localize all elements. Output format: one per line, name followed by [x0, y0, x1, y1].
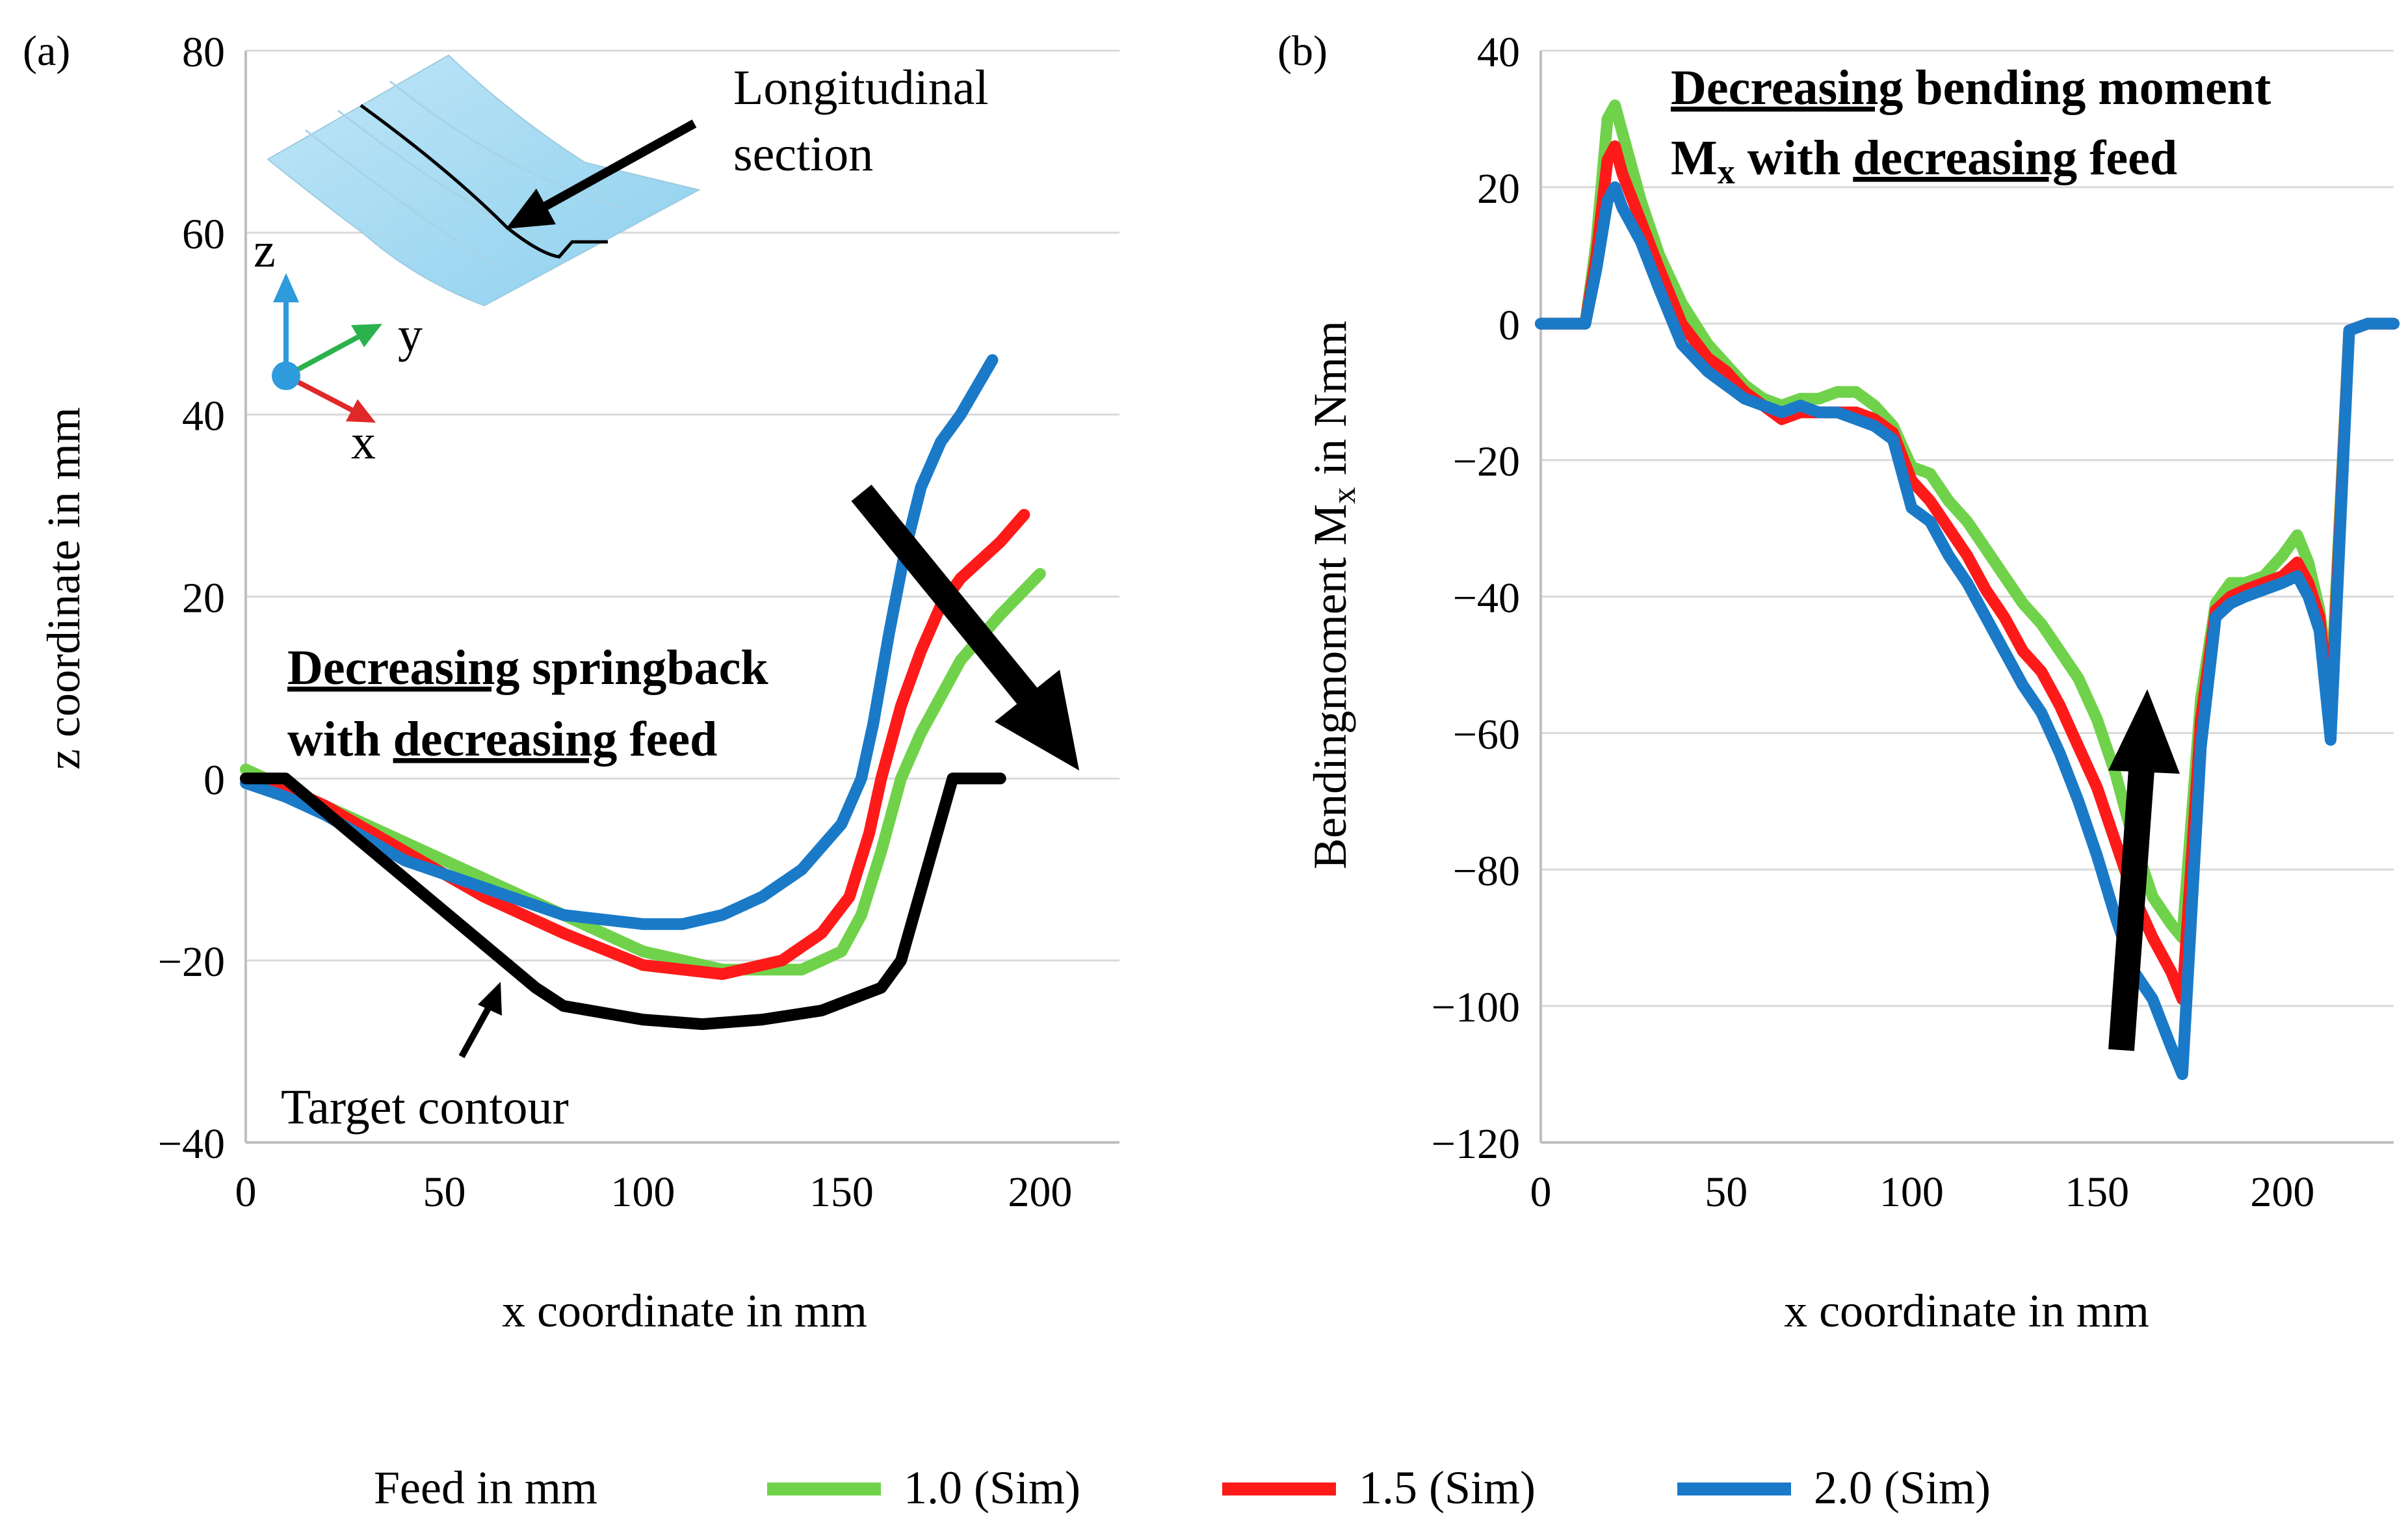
x-tick-label: 100 [1879, 1168, 1944, 1216]
y-tick-label: 20 [1477, 165, 1520, 213]
target-contour-label: Target contour [281, 1080, 569, 1135]
chart-panel-b: −120 −100 −80 −60 −40 −20 0 20 40 0 50 100 150 200 (b… [1277, 27, 2400, 1337]
x-tick-label: 50 [423, 1168, 465, 1216]
y-tick-label: 80 [182, 29, 225, 76]
trend-arrow-head [2108, 689, 2180, 774]
y-axis-title-a: z coordinate in mm [38, 407, 90, 770]
panel-tag-a: (a) [23, 27, 70, 75]
y-tick-label: −80 [1453, 847, 1520, 895]
x-tick-label: 50 [1705, 1168, 1747, 1216]
x-tick-label: 200 [1008, 1168, 1072, 1216]
inset-label-line1: Longitudinal [733, 60, 989, 115]
springback-trend-arrow [851, 484, 1079, 771]
triad-label-z: z [254, 223, 276, 278]
legend-label: 2.0 (Sim) [1814, 1462, 1991, 1514]
y-tick-label: 0 [203, 756, 225, 804]
y-tick-label: 20 [182, 575, 225, 622]
legend-label: 1.5 (Sim) [1359, 1462, 1536, 1514]
sheet-grid-line [337, 109, 553, 248]
y-tick-label: 60 [182, 211, 225, 258]
sheet-surface [267, 54, 701, 307]
legend-entries: 1.0 (Sim) 1.5 (Sim) 2.0 (Sim) [767, 1462, 1991, 1514]
tick-labels-a: −40 −20 0 20 40 60 80 0 50 100 150 200 [158, 29, 1073, 1216]
axes-a [244, 51, 1119, 1144]
springback-annotation-line1: Decreasing springback [287, 640, 768, 695]
moment-annotation-line2: Mx with decreasing feed [1671, 131, 2177, 191]
triad-label-x: x [351, 415, 376, 469]
panel-tag-b: (b) [1277, 27, 1328, 75]
trend-arrow-shaft [851, 484, 1045, 714]
moment-annotation-line1: Decreasing bending moment [1671, 60, 2271, 115]
x-axis-title-b: x coordinate in mm [1784, 1285, 2149, 1337]
legend: Feed in mm 1.0 (Sim) 1.5 (Sim) 2.0 (Sim) [374, 1462, 1991, 1514]
y-tick-label: 40 [182, 393, 225, 440]
x-tick-label: 0 [235, 1168, 257, 1216]
inset-sheet-illustration [267, 54, 701, 307]
triad-label-y: y [398, 308, 423, 362]
y-axis-title-b: Bendingmoment Mx in Nmm [1304, 321, 1363, 869]
series-line-target-contour [240, 772, 1006, 1031]
series-b [1535, 99, 2400, 1081]
sheet-grid-line [389, 80, 625, 209]
x-tick-label: 150 [809, 1168, 874, 1216]
x-axis-arrowhead [346, 399, 376, 423]
y-tick-label: −40 [158, 1120, 225, 1168]
y-tick-label: −20 [158, 938, 225, 986]
coordinate-triad [272, 273, 382, 423]
axes-b [1539, 51, 2394, 1144]
longitudinal-section-line [360, 103, 608, 259]
inset-label-line2: section [733, 127, 873, 181]
x-axis-title-a: x coordinate in mm [502, 1285, 867, 1337]
x-tick-label: 200 [2250, 1168, 2314, 1216]
target-contour-pointer [458, 999, 495, 1059]
x-tick-label: 150 [2065, 1168, 2129, 1216]
y-tick-label: 0 [1498, 302, 1520, 349]
y-tick-label: −120 [1432, 1120, 1520, 1168]
target-contour-pointer-head [478, 982, 502, 1016]
y-tick-label: 40 [1477, 29, 1520, 76]
series-line-2-0-sim [240, 354, 999, 930]
y-tick-label: −60 [1453, 711, 1520, 758]
series-line-1-5-sim [1535, 140, 2400, 1005]
series-line-1-0-sim [1535, 99, 2400, 944]
trend-arrow-head [995, 670, 1079, 771]
y-tick-label: −100 [1432, 984, 1520, 1031]
x-tick-label: 0 [1530, 1168, 1552, 1216]
y-axis-arrowhead [351, 324, 382, 347]
moment-trend-arrow [2108, 689, 2180, 1051]
y-tick-label: −20 [1453, 438, 1520, 486]
triad-origin [272, 362, 300, 390]
series-line-2-0-sim [1535, 181, 2400, 1081]
pointer-arrow [537, 119, 697, 214]
y-tick-label: −40 [1453, 575, 1520, 622]
springback-annotation-line2: with decreasing feed [287, 712, 717, 767]
z-axis-arrowhead [273, 273, 299, 302]
legend-label: 1.0 (Sim) [904, 1462, 1080, 1514]
sheet-grid-line [305, 129, 508, 274]
chart-panel-a: −40 −20 0 20 40 60 80 0 50 100 150 200 (a) x coordi… [23, 27, 1119, 1337]
x-tick-label: 100 [610, 1168, 675, 1216]
series-line-1-0-sim [240, 568, 1046, 976]
trend-arrow-shaft [2108, 759, 2155, 1051]
pointer-arrowhead [506, 189, 556, 229]
tick-labels-b: −120 −100 −80 −60 −40 −20 0 20 40 0 50 100 150 200 [1432, 29, 2315, 1216]
legend-title: Feed in mm [374, 1462, 597, 1514]
